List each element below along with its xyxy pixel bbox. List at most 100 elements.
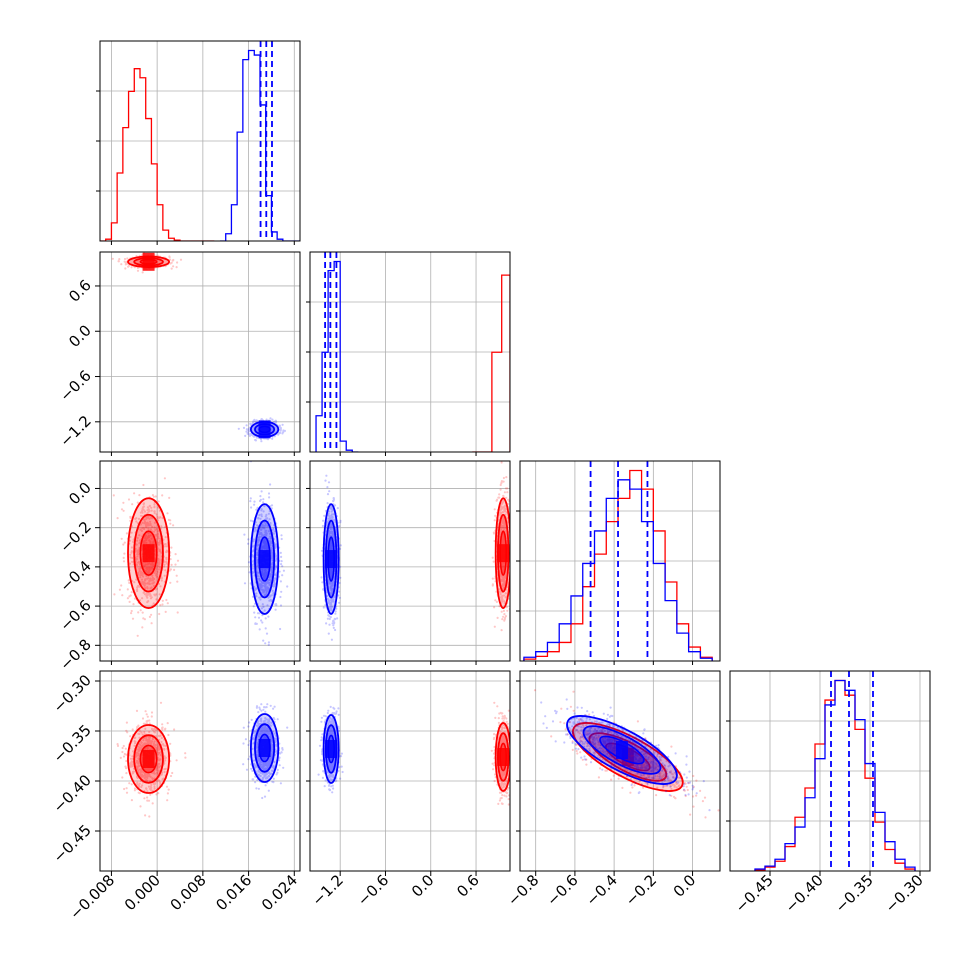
scatter-point: [275, 427, 278, 430]
scatter-point: [122, 560, 126, 563]
scatter-point: [269, 417, 272, 420]
scatter-point: [503, 510, 507, 513]
scatter-point: [148, 742, 151, 745]
scatter-point: [154, 570, 157, 573]
scatter-panel-2-1: [309, 460, 514, 662]
scatter-point: [153, 740, 156, 743]
scatter-point: [150, 783, 153, 787]
scatter-point: [274, 428, 277, 431]
scatter-point: [127, 579, 130, 582]
scatter-point: [256, 564, 259, 567]
scatter-point: [157, 535, 160, 539]
scatter-point: [331, 525, 334, 528]
scatter-point: [259, 532, 263, 535]
scatter-point: [157, 261, 160, 264]
scatter-point: [141, 774, 144, 778]
scatter-point: [143, 584, 146, 587]
scatter-point: [143, 542, 146, 545]
scatter-point: [147, 516, 150, 519]
scatter-point: [264, 617, 267, 620]
scatter-point: [267, 615, 270, 618]
scatter-point: [143, 510, 147, 513]
scatter-point: [161, 516, 164, 520]
scatter-point: [142, 483, 145, 487]
scatter-point: [253, 611, 256, 614]
scatter-point: [130, 609, 133, 613]
scatter-point: [270, 554, 273, 558]
scatter-point: [139, 746, 142, 749]
scatter-point: [502, 533, 505, 536]
scatter-point: [146, 524, 149, 527]
scatter-point: [137, 784, 141, 787]
scatter-point: [154, 528, 157, 532]
scatter-point: [271, 589, 274, 593]
scatter-point: [142, 502, 146, 505]
scatter-point: [149, 597, 153, 600]
scatter-point: [336, 617, 339, 620]
scatter-point: [135, 261, 139, 264]
scatter-point: [264, 571, 267, 574]
scatter-point: [269, 595, 272, 598]
scatter-point: [503, 506, 506, 509]
scatter-point: [141, 511, 144, 514]
scatter-point: [155, 598, 158, 601]
scatter-point: [491, 577, 494, 580]
scatter-point: [146, 738, 149, 741]
scatter-point: [165, 562, 168, 565]
scatter-point: [148, 739, 151, 742]
scatter-point: [329, 603, 332, 606]
scatter-point: [265, 588, 268, 591]
scatter-point: [155, 747, 158, 750]
scatter-point: [252, 426, 255, 429]
scatter-point: [502, 541, 505, 544]
scatter-point: [500, 482, 503, 485]
scatter-point: [503, 583, 506, 586]
scatter-point: [333, 519, 336, 522]
scatter-point: [153, 772, 156, 775]
scatter-point: [149, 787, 152, 791]
scatter-point: [148, 579, 151, 582]
scatter-point: [499, 528, 502, 531]
scatter-point: [158, 516, 161, 519]
scatter-point: [155, 572, 158, 576]
scatter-point: [272, 528, 275, 531]
scatter-point: [145, 779, 149, 782]
scatter-point: [505, 496, 508, 499]
scatter-point: [339, 519, 342, 523]
scatter-point: [156, 515, 159, 518]
scatter-point: [256, 429, 259, 432]
contour-inner-red: [139, 530, 158, 576]
scatter-point: [158, 759, 161, 762]
scatter-point: [140, 529, 143, 533]
scatter-point: [149, 768, 152, 771]
scatter-point: [151, 517, 154, 520]
scatter-point: [506, 609, 509, 612]
scatter-point: [330, 507, 333, 510]
scatter-point: [502, 494, 505, 497]
scatter-point: [146, 746, 149, 750]
scatter-point: [146, 509, 149, 512]
scatter-point: [129, 261, 132, 264]
scatter-point: [502, 575, 505, 578]
scatter-point: [338, 525, 341, 528]
scatter-point: [270, 599, 273, 603]
scatter-point: [511, 515, 513, 517]
scatter-point: [256, 544, 259, 547]
scatter-point: [142, 583, 145, 586]
scatter-point: [159, 585, 162, 588]
scatter-point: [147, 524, 150, 527]
scatter-point: [156, 530, 159, 533]
scatter-point: [148, 505, 151, 508]
scatter-point: [153, 731, 156, 734]
histogram-panel-2: [516, 460, 721, 662]
scatter-point: [152, 602, 155, 605]
scatter-point: [279, 427, 282, 431]
scatter-point: [157, 779, 160, 782]
scatter-point: [253, 530, 256, 533]
scatter-point: [130, 783, 133, 786]
scatter-point: [144, 727, 147, 731]
scatter-point: [262, 534, 265, 537]
scatter-point: [512, 559, 514, 561]
scatter-point: [260, 532, 263, 536]
scatter-point: [113, 593, 116, 596]
